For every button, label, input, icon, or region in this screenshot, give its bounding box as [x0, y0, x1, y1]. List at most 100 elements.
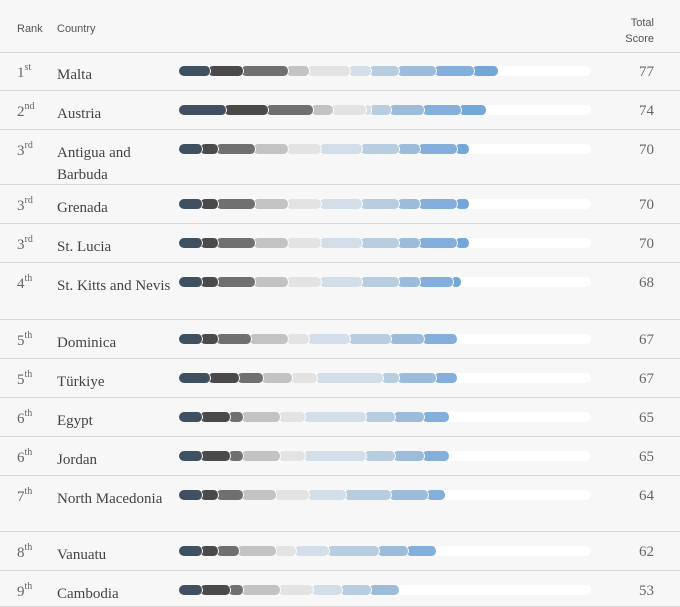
total-score-value: 70 [639, 142, 654, 158]
score-bar-segment [216, 144, 257, 154]
score-bar-segment [376, 546, 409, 556]
rank-value: 3rd [17, 140, 33, 160]
rank-value: 6th [17, 408, 32, 428]
score-bar-segment [360, 199, 401, 209]
country-name: Antigua and Barbuda [57, 145, 131, 183]
total-score-value: 67 [639, 371, 654, 387]
score-bar-segment [360, 277, 401, 287]
total-score-value: 62 [639, 544, 654, 560]
score-bar-segment [179, 451, 203, 461]
score-bar-segment [364, 412, 397, 422]
rank-value: 2nd [17, 101, 35, 121]
score-bar-segment [434, 66, 475, 76]
total-score-header-line1: Total [630, 17, 654, 29]
score-bar-segment [319, 144, 364, 154]
score-bar-segment [199, 546, 220, 556]
rank-suffix: th [24, 542, 33, 553]
table-row: 3rd St. Lucia 70 [0, 224, 680, 263]
score-bar-segment [422, 451, 450, 461]
rank-suffix: rd [24, 140, 33, 151]
score-bar-segment [277, 451, 306, 461]
rank-suffix: th [24, 369, 33, 380]
total-score-header: Total Score [594, 15, 654, 47]
country-name: Cambodia [57, 586, 119, 602]
score-bar-segment [397, 373, 438, 383]
score-bar-segment [422, 105, 463, 115]
score-bar-track [179, 490, 591, 500]
score-bar-segment [199, 144, 220, 154]
score-bar-segment [179, 238, 203, 248]
score-bar-segment [314, 373, 384, 383]
score-bar-segment [216, 199, 257, 209]
score-bar-segment [228, 451, 244, 461]
score-bar-segment [368, 105, 393, 115]
score-bar-segment [179, 490, 203, 500]
rank-suffix: th [24, 447, 33, 458]
score-bar-segment [397, 199, 421, 209]
score-bar-segment [310, 585, 343, 595]
score-bar-segment [417, 238, 459, 248]
rank-suffix: nd [24, 101, 35, 112]
rank-number: 8 [17, 545, 25, 561]
rank-number: 2 [17, 104, 25, 120]
score-bar-track [179, 585, 591, 595]
score-bar-segment [434, 373, 459, 383]
score-bar-segment [360, 144, 401, 154]
rank-value: 3rd [17, 234, 33, 254]
total-score-value: 70 [639, 236, 654, 252]
score-bar-segment [306, 66, 351, 76]
country-name: North Macedonia [57, 491, 163, 507]
total-score-value: 53 [639, 583, 654, 599]
score-bar-segment [179, 546, 203, 556]
score-bar-track [179, 66, 591, 76]
table-header: Rank Country Total Score [0, 0, 680, 53]
score-bar-segment [179, 144, 203, 154]
score-bar-segment [364, 451, 397, 461]
score-bar-segment [240, 585, 281, 595]
rank-header: Rank [17, 23, 43, 35]
table-row: 6th Egypt 65 [0, 398, 680, 437]
score-bar-segment [347, 334, 393, 344]
score-bar-segment [310, 105, 335, 115]
score-bar-segment [339, 585, 372, 595]
total-score-value: 70 [639, 197, 654, 213]
table-row: 5th Dominica 67 [0, 320, 680, 359]
score-bar-segment [422, 412, 450, 422]
score-bar-segment [253, 199, 290, 209]
score-bar-segment [253, 238, 290, 248]
total-score-value: 65 [639, 449, 654, 465]
score-bar-segment [216, 277, 257, 287]
table-row: 8th Vanuatu 62 [0, 532, 680, 571]
score-bar-segment [368, 585, 401, 595]
country-name: Malta [57, 67, 92, 83]
score-bar-track [179, 238, 591, 248]
rank-number: 3 [17, 237, 25, 253]
score-bar-segment [360, 238, 401, 248]
score-bar-segment [199, 199, 220, 209]
rank-number: 5 [17, 333, 25, 349]
score-bar-segment [199, 334, 220, 344]
score-bar-segment [240, 490, 277, 500]
table-row: 3rd Antigua and Barbuda 70 [0, 130, 680, 185]
rank-value: 9th [17, 581, 32, 601]
score-bar-segment [216, 334, 253, 344]
score-bar-segment [393, 412, 426, 422]
score-bar-segment [450, 277, 463, 287]
score-bar-segment [199, 238, 220, 248]
rank-value: 5th [17, 369, 33, 389]
score-bar-segment [273, 490, 310, 500]
total-score-value: 68 [639, 275, 654, 291]
score-bar-segment [236, 373, 265, 383]
rank-number: 5 [17, 372, 25, 388]
score-bar-segment [405, 546, 438, 556]
score-bar-segment [417, 144, 459, 154]
table-row: 7th North Macedonia 64 [0, 476, 680, 532]
country-name: Grenada [57, 200, 108, 216]
score-bar-segment [389, 105, 426, 115]
score-bar-segment [455, 199, 471, 209]
score-bar-segment [459, 105, 487, 115]
score-bar-segment [179, 412, 203, 422]
score-bar-segment [179, 585, 203, 595]
rank-value: 1st [17, 62, 31, 82]
score-bar-segment [179, 199, 203, 209]
